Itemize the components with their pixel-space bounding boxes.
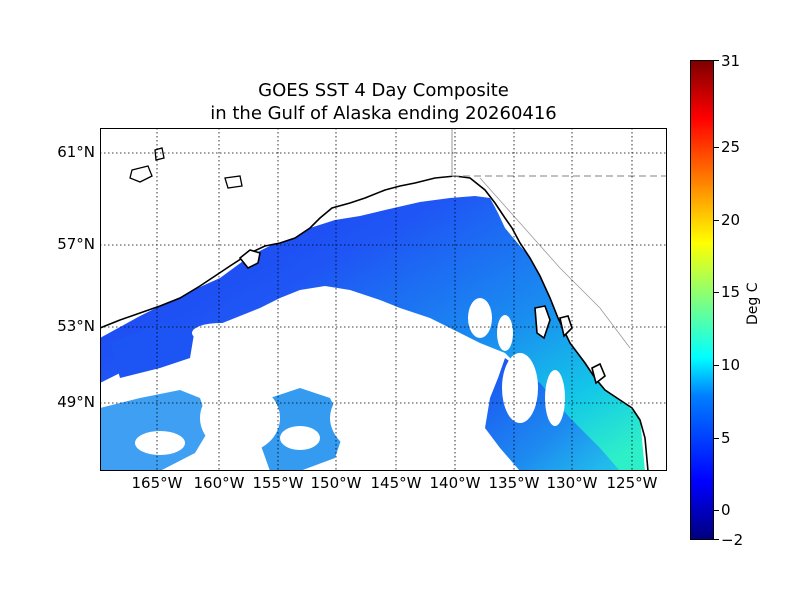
colorbar-tick-0: 0 xyxy=(721,501,731,519)
lon-label-135: 135°W xyxy=(488,474,540,492)
sst-coverage-west-patch xyxy=(110,323,195,378)
colorbar-tick-31: 31 xyxy=(721,52,741,70)
colorbar-tick-10: 10 xyxy=(721,356,741,374)
lon-label-125: 125°W xyxy=(606,474,658,492)
colorbar-tick-20: 20 xyxy=(721,211,741,229)
colorbar-tick-25: 25 xyxy=(721,138,741,156)
colorbar xyxy=(690,60,714,540)
cloud-gaps xyxy=(135,298,565,463)
chart-title-line-2: in the Gulf of Alaska ending 20260416 xyxy=(210,103,557,124)
colorbar-tick-15: 15 xyxy=(721,283,741,301)
lon-label-150: 150°W xyxy=(310,474,362,492)
colorbar-tick-minus2: −2 xyxy=(721,531,744,549)
sst-coverage-north xyxy=(100,196,645,471)
lat-label-57: 57°N xyxy=(57,235,95,253)
colorbar-label: Deg C xyxy=(745,282,761,325)
lat-label-53: 53°N xyxy=(57,317,95,335)
colorbar-tick-5: 5 xyxy=(721,429,731,447)
chart-title-line-1: GOES SST 4 Day Composite xyxy=(258,80,509,101)
lon-label-155: 155°W xyxy=(252,474,304,492)
lon-label-160: 160°W xyxy=(193,474,245,492)
lat-label-49: 49°N xyxy=(57,393,95,411)
lon-label-145: 145°W xyxy=(370,474,422,492)
lat-label-61: 61°N xyxy=(57,143,95,161)
sst-coverage-south-west xyxy=(100,390,210,471)
map-border xyxy=(100,128,667,471)
sst-map xyxy=(100,128,667,471)
lon-label-165: 165°W xyxy=(131,474,183,492)
lon-label-130: 130°W xyxy=(546,474,598,492)
lon-label-140: 140°W xyxy=(429,474,481,492)
coastline xyxy=(100,128,667,471)
graticule xyxy=(100,128,667,471)
